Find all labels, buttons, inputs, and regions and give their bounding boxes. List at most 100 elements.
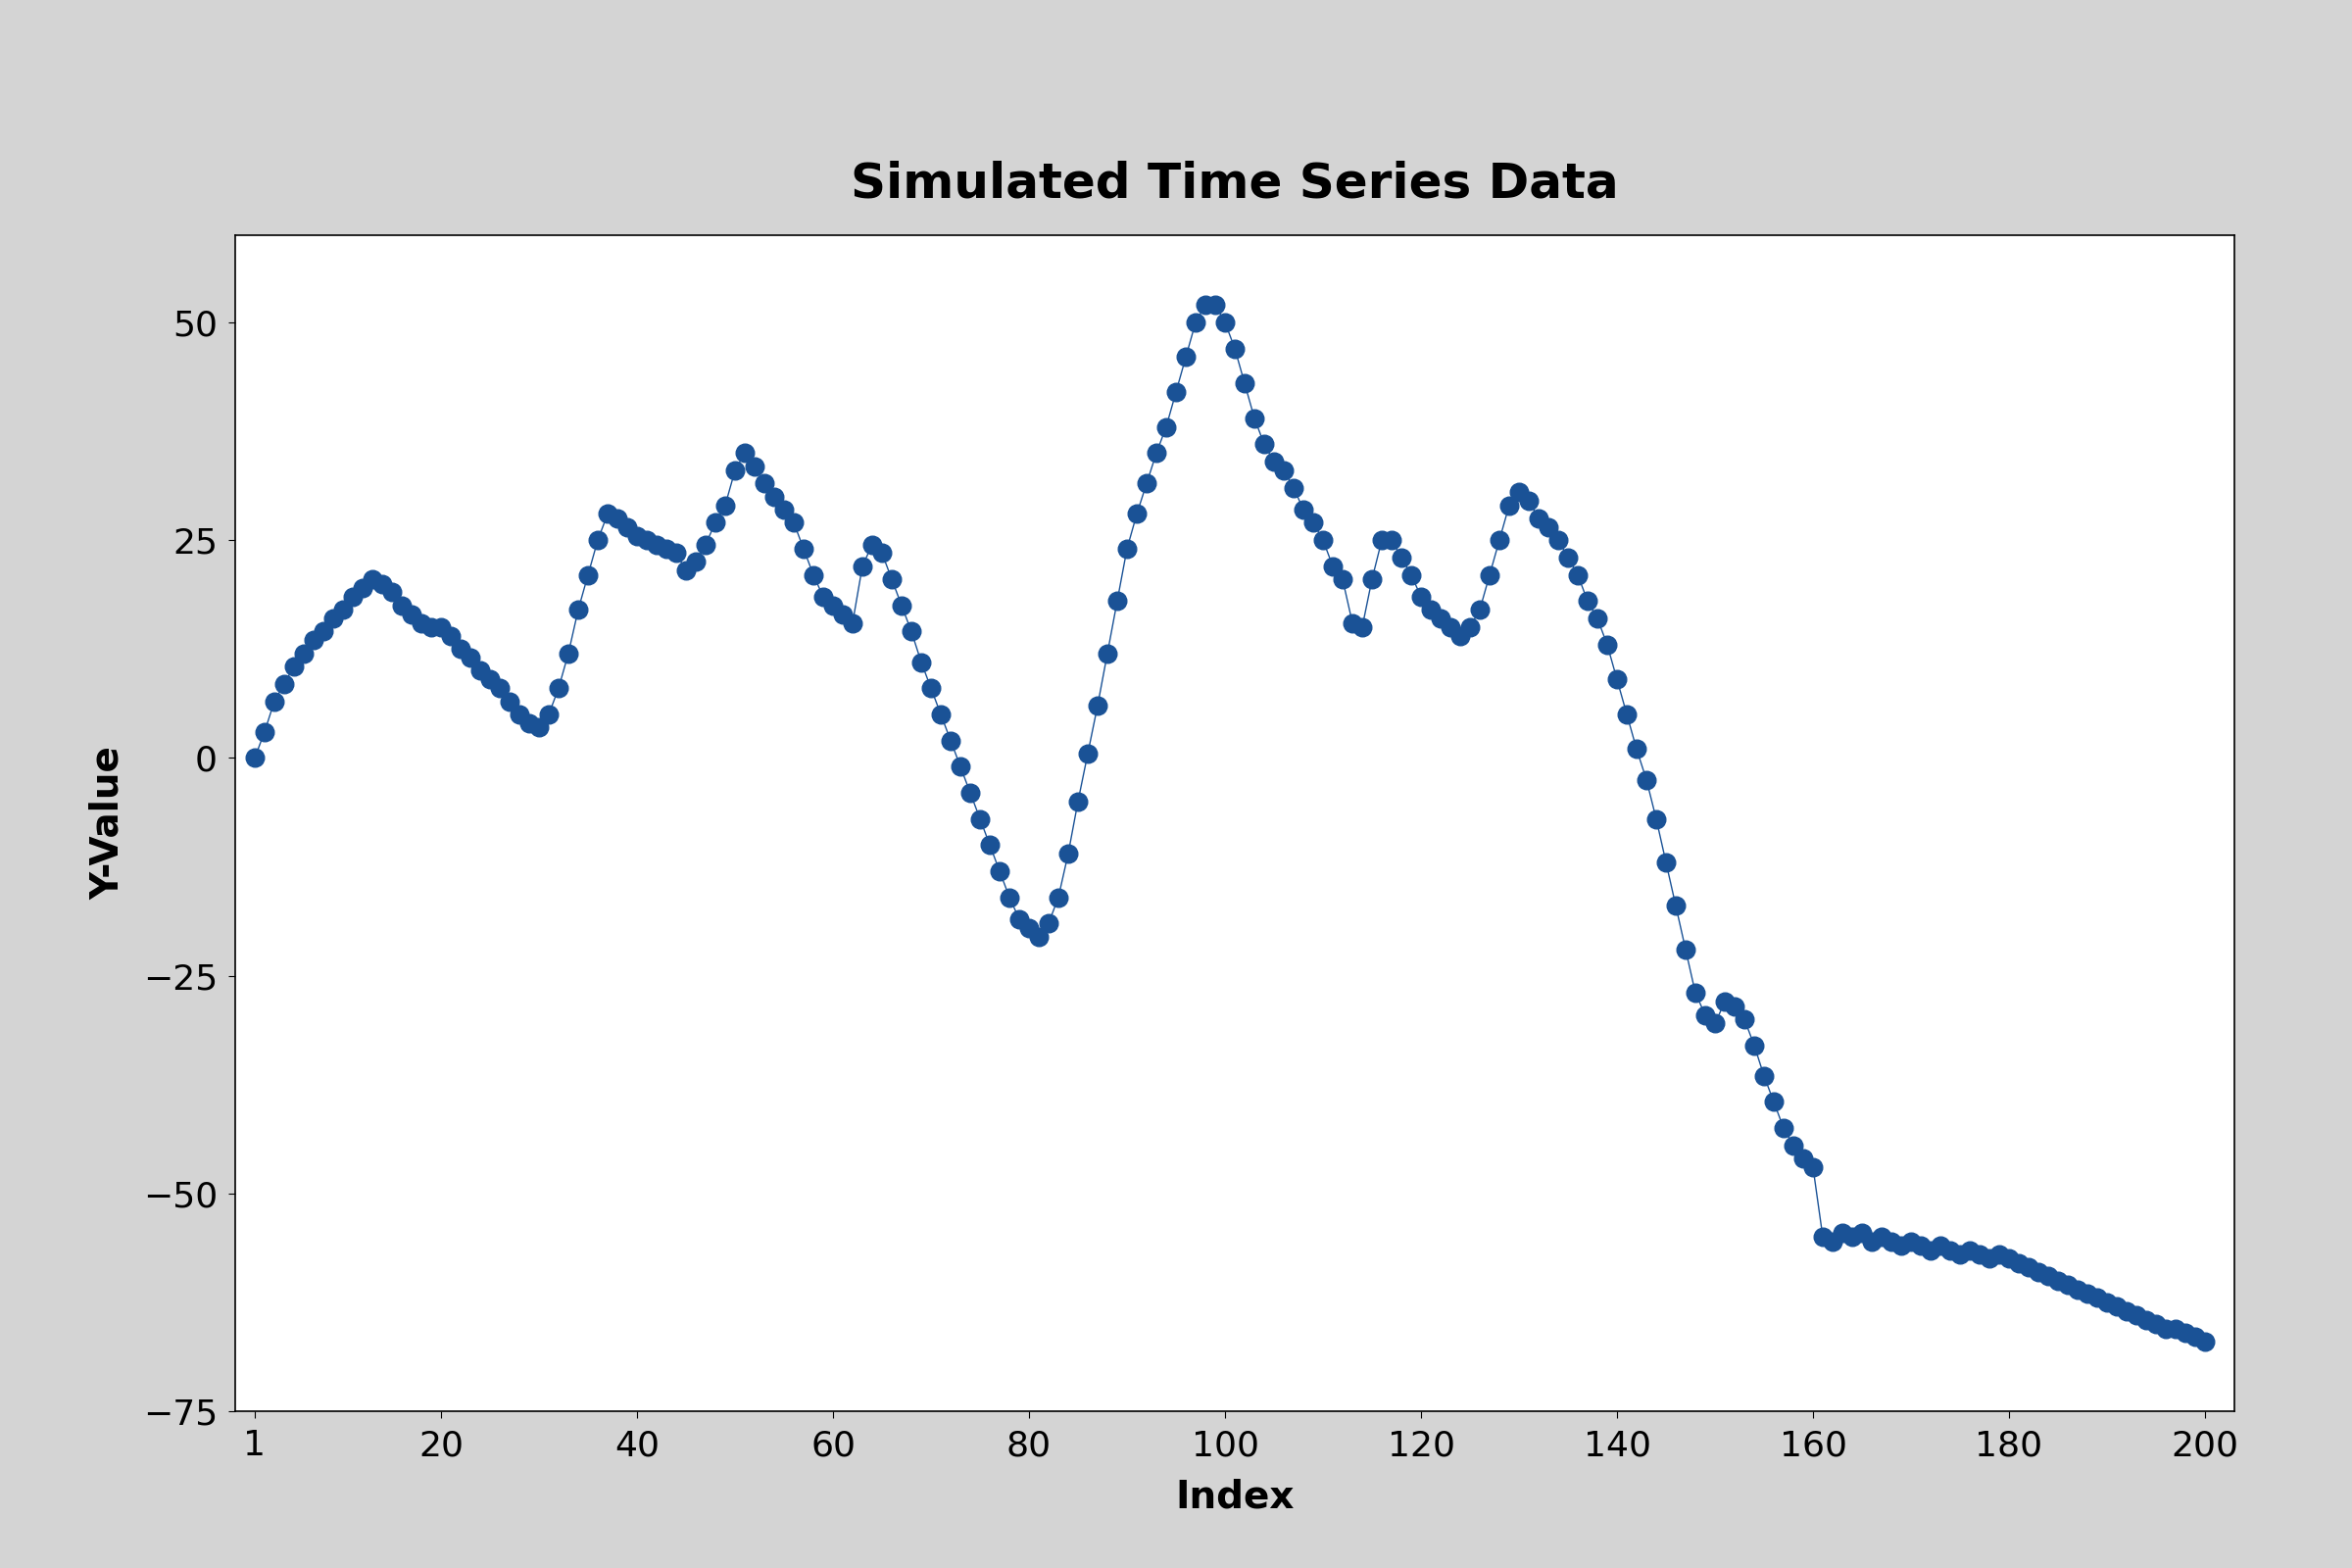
Point [588, 502, 626, 527]
Point [597, 506, 635, 532]
Point [1421, 605, 1458, 630]
Point [1098, 588, 1136, 613]
Point [1442, 624, 1479, 649]
Point [1882, 1232, 1919, 1258]
Point [903, 649, 941, 674]
Point [1686, 1002, 1724, 1027]
Point [1529, 514, 1566, 539]
Point [1668, 938, 1705, 963]
Point [529, 702, 567, 728]
Point [706, 492, 743, 517]
Point [1265, 458, 1303, 483]
Point [1303, 527, 1341, 552]
Point [393, 602, 430, 627]
Point [2049, 1272, 2086, 1297]
Point [882, 593, 920, 618]
Point [776, 510, 814, 535]
Point [1294, 510, 1331, 535]
Point [256, 688, 294, 713]
Point [1823, 1220, 1860, 1245]
Point [1315, 554, 1352, 579]
Point [1080, 693, 1117, 718]
Point [1392, 563, 1430, 588]
Point [1853, 1229, 1891, 1254]
Point [1275, 475, 1312, 500]
Point [971, 833, 1009, 858]
Point [786, 536, 823, 561]
Point [492, 688, 529, 713]
Point [1952, 1237, 1990, 1262]
Point [687, 532, 724, 557]
Point [2107, 1298, 2145, 1323]
Point [1863, 1225, 1900, 1250]
Point [1058, 789, 1096, 814]
Point [2157, 1316, 2194, 1341]
Point [1813, 1229, 1851, 1254]
Point [696, 510, 734, 535]
Point [609, 514, 647, 539]
Point [1040, 884, 1077, 909]
Point [1068, 742, 1108, 767]
Point [247, 720, 282, 745]
Point [931, 728, 969, 753]
Point [1804, 1225, 1842, 1250]
Point [637, 532, 675, 557]
Point [520, 715, 557, 740]
Point [1000, 906, 1037, 931]
Point [2098, 1294, 2136, 1319]
Point [1148, 414, 1185, 439]
Point [1197, 292, 1235, 317]
Point [1980, 1242, 2018, 1267]
Point [941, 754, 978, 779]
Point [501, 702, 539, 728]
Point [1207, 310, 1244, 336]
Point [715, 458, 753, 483]
Point [1334, 610, 1371, 635]
Point [1776, 1134, 1813, 1159]
Point [619, 524, 656, 549]
Point [1364, 527, 1402, 552]
Point [294, 627, 332, 652]
Point [894, 619, 931, 644]
Point [579, 527, 616, 552]
Point [1011, 916, 1049, 941]
Point [2039, 1269, 2077, 1294]
Point [2020, 1259, 2058, 1284]
Point [1451, 615, 1489, 640]
Point [1618, 737, 1656, 762]
Point [755, 485, 793, 510]
Point [541, 676, 579, 701]
Point [1157, 379, 1195, 405]
Point [334, 585, 372, 610]
Point [746, 470, 783, 495]
Point [1482, 527, 1519, 552]
Point [343, 575, 381, 601]
Point [442, 637, 480, 662]
Point [1138, 441, 1176, 466]
Point [1411, 597, 1449, 622]
Point [1176, 310, 1214, 336]
Point [1108, 536, 1145, 561]
Point [383, 593, 421, 618]
Point [412, 615, 449, 640]
Point [1726, 1007, 1764, 1032]
Point [1519, 506, 1557, 532]
Point [1736, 1033, 1773, 1058]
Point [804, 585, 842, 610]
Point [285, 641, 322, 666]
Point [962, 806, 1000, 831]
Point [1609, 702, 1646, 728]
Point [433, 624, 470, 649]
Point [1717, 994, 1755, 1019]
Point [510, 710, 548, 735]
Point [844, 554, 882, 579]
Point [1352, 566, 1390, 591]
Point [1891, 1229, 1929, 1254]
Point [1844, 1220, 1882, 1245]
Title: Simulated Time Series Data: Simulated Time Series Data [851, 160, 1618, 207]
Point [1089, 641, 1127, 666]
Point [402, 610, 440, 635]
Y-axis label: Y-Value: Y-Value [89, 746, 127, 900]
Point [1764, 1115, 1802, 1140]
Point [736, 453, 774, 478]
